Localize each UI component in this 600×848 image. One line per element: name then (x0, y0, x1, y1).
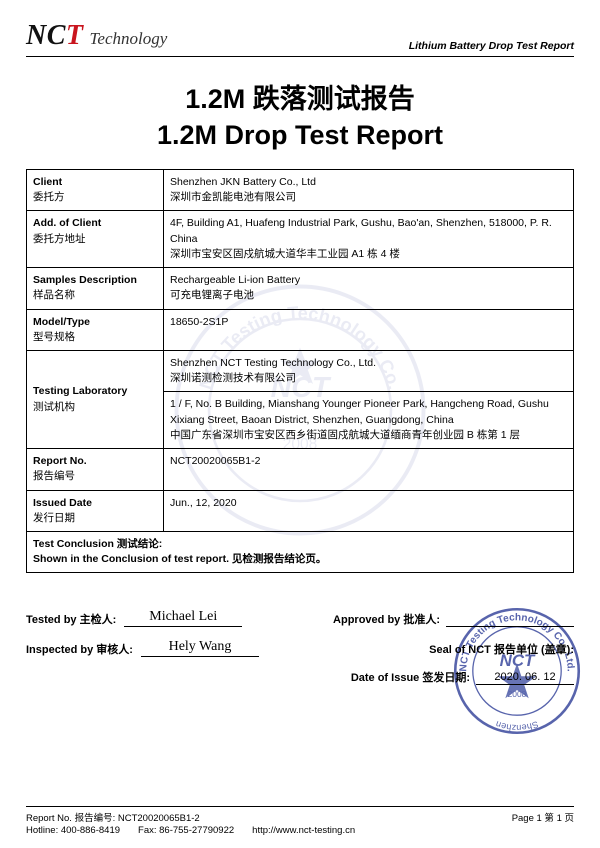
footer-page: Page 1 第 1 页 (512, 810, 574, 824)
reportno-label: Report No. 报告编号 (27, 449, 164, 490)
model-label: Model/Type 型号规格 (27, 309, 164, 350)
conclusion-row: Test Conclusion 测试结论: Shown in the Concl… (27, 531, 574, 572)
table-row: Model/Type 型号规格 18650-2S1P (27, 309, 574, 350)
footer-url: http://www.nct-testing.cn (252, 825, 355, 836)
tested-by-signature: Michael Lei (124, 609, 242, 627)
model-value: 18650-2S1P (164, 309, 574, 350)
title-block: 1.2M 跌落测试报告 1.2M Drop Test Report (26, 77, 574, 151)
report-page: NCT Testing Technology Co. NCT 2008 NCT … (0, 0, 600, 848)
table-row: Issued Date 发行日期 Jun., 12, 2020 (27, 490, 574, 531)
table-row: Samples Description 样品名称 Rechargeable Li… (27, 268, 574, 309)
logo-subtext: Technology (90, 29, 168, 49)
logo-text: NCT (26, 20, 84, 52)
client-value: Shenzhen JKN Battery Co., Ltd 深圳市金凯能电池有限… (164, 170, 574, 211)
logo: NCT Technology (26, 20, 167, 52)
samples-label: Samples Description 样品名称 (27, 268, 164, 309)
lab-label: Testing Laboratory 测试机构 (27, 350, 164, 448)
table-row: Add. of Client 委托方地址 4F, Building A1, Hu… (27, 211, 574, 268)
issued-label: Issued Date 发行日期 (27, 490, 164, 531)
info-table: Client 委托方 Shenzhen JKN Battery Co., Ltd… (26, 169, 574, 573)
reportno-value: NCT20020065B1-2 (164, 449, 574, 490)
header-bar: NCT Technology Lithium Battery Drop Test… (26, 20, 574, 57)
signature-block: Tested by 主检人: Michael Lei Approved by 批… (26, 609, 574, 685)
footer: Report No. 报告编号: NCT20020065B1-2 Hotline… (26, 806, 574, 836)
approved-by-signature (446, 625, 574, 627)
inspected-by-signature: Hely Wang (141, 639, 259, 657)
inspected-by-label: Inspected by 审核人: (26, 641, 133, 657)
approved-by-label: Approved by 批准人: (333, 611, 440, 627)
table-row: Report No. 报告编号 NCT20020065B1-2 (27, 449, 574, 490)
tested-by-label: Tested by 主检人: (26, 611, 116, 627)
footer-hotline: Hotline: 400-886-8419 (26, 825, 120, 836)
sig-line-3: Date of Issue 签发日期: 2020. 06. 12 (26, 669, 574, 685)
title-chinese: 1.2M 跌落测试报告 (26, 77, 574, 116)
date-issue-label: Date of Issue 签发日期: (351, 669, 470, 685)
footer-reportno: Report No. 报告编号: NCT20020065B1-2 (26, 810, 355, 824)
conclusion-cell: Test Conclusion 测试结论: Shown in the Concl… (27, 531, 574, 572)
samples-value: Rechargeable Li-ion Battery 可充电锂离子电池 (164, 268, 574, 309)
addr-value: 4F, Building A1, Huafeng Industrial Park… (164, 211, 574, 268)
sig-line-2: Inspected by 审核人: Hely Wang Seal of NCT … (26, 639, 574, 657)
title-english: 1.2M Drop Test Report (26, 120, 574, 151)
svg-text:2008: 2008 (508, 689, 527, 699)
footer-fax: Fax: 86-755-27790922 (138, 825, 234, 836)
table-row: Client 委托方 Shenzhen JKN Battery Co., Ltd… (27, 170, 574, 211)
sig-line-1: Tested by 主检人: Michael Lei Approved by 批… (26, 609, 574, 627)
client-label: Client 委托方 (27, 170, 164, 211)
issued-value: Jun., 12, 2020 (164, 490, 574, 531)
table-row: Testing Laboratory 测试机构 Shenzhen NCT Tes… (27, 350, 574, 448)
lab-value: Shenzhen NCT Testing Technology Co., Ltd… (164, 350, 574, 448)
report-type-label: Lithium Battery Drop Test Report (409, 40, 574, 52)
addr-label: Add. of Client 委托方地址 (27, 211, 164, 268)
date-issue-value: 2020. 06. 12 (476, 671, 574, 685)
seal-label: Seal of NCT 报告单位 (盖章): (429, 641, 574, 657)
svg-text:Shenzhen: Shenzhen (494, 719, 539, 733)
